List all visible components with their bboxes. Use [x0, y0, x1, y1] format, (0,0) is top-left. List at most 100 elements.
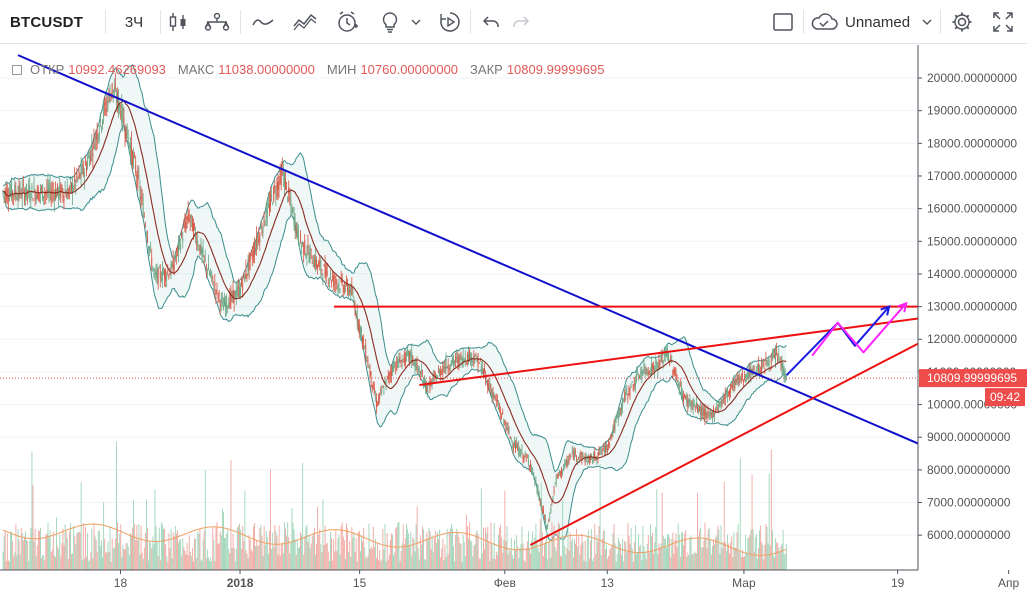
candle-body	[302, 242, 304, 244]
layout-menu-button[interactable]: Unnamed	[810, 0, 936, 44]
candle-body	[617, 412, 619, 421]
candle-body	[436, 375, 438, 378]
volume-bar	[57, 546, 59, 570]
projection-arrow[interactable]	[785, 305, 890, 376]
candle-body	[670, 356, 672, 362]
chevron-down-icon[interactable]	[408, 0, 424, 44]
candle-body	[446, 366, 448, 369]
candle-body	[522, 454, 524, 459]
candle-body	[328, 279, 330, 281]
candle-body	[489, 382, 491, 388]
replay-icon[interactable]	[432, 0, 468, 44]
candle-body	[291, 206, 293, 216]
alert-icon[interactable]	[330, 0, 366, 44]
legend-collapse-icon[interactable]	[12, 64, 22, 75]
candle-body	[60, 186, 62, 199]
volume-bar	[220, 535, 222, 570]
volume-bar	[386, 533, 388, 570]
volume-bar	[718, 529, 720, 570]
interval-button[interactable]: 3Ч	[112, 0, 156, 44]
symbol-search-button[interactable]: BTCUSDT	[10, 0, 90, 44]
volume-bar	[522, 543, 524, 570]
undo-icon[interactable]	[476, 0, 506, 44]
volume-bar	[521, 526, 523, 570]
candle-body	[120, 110, 122, 118]
candle-body	[660, 356, 662, 360]
candle-body	[622, 398, 623, 407]
fullscreen-icon[interactable]	[986, 0, 1020, 44]
time-axis-label: Мар	[732, 576, 756, 590]
volume-bar	[153, 544, 155, 570]
toolbar-divider	[803, 10, 804, 34]
candle-body	[92, 152, 94, 157]
volume-bar	[42, 555, 44, 570]
candle-body	[455, 357, 457, 363]
volume-bar	[144, 533, 146, 570]
volume-bar	[432, 552, 434, 570]
trend-line[interactable]	[529, 308, 984, 546]
line-style-icon[interactable]	[245, 0, 281, 44]
candle-body	[374, 397, 376, 399]
volume-bar	[316, 543, 318, 570]
candle-body	[99, 113, 101, 123]
projection-arrow[interactable]	[811, 302, 907, 357]
candle-body	[181, 232, 183, 238]
volume-bar	[510, 537, 512, 570]
candle-body	[15, 190, 17, 195]
candle-body	[621, 403, 622, 411]
candle-body	[762, 365, 764, 367]
candle-body	[541, 510, 543, 511]
volume-bar	[454, 561, 456, 570]
volume-bar	[138, 524, 140, 570]
candle-body	[677, 381, 679, 388]
volume-bar	[279, 555, 281, 570]
candle-body	[51, 189, 53, 195]
candle-body	[601, 450, 603, 452]
compare-icon[interactable]	[198, 0, 236, 44]
ideas-icon[interactable]	[372, 0, 408, 44]
volume-bar	[525, 547, 527, 570]
volume-bar	[667, 534, 668, 570]
candle-body	[8, 193, 10, 200]
volume-bar	[339, 554, 341, 570]
candle-body	[250, 251, 252, 254]
indicators-icon[interactable]	[287, 0, 323, 44]
downtrend-line[interactable]	[17, 54, 950, 458]
candle-body	[581, 452, 583, 461]
candle-body	[723, 395, 725, 402]
redo-icon[interactable]	[506, 0, 536, 44]
candle-body	[471, 353, 473, 361]
candle-body	[708, 413, 710, 416]
volume-bar	[379, 550, 381, 570]
volume-bar	[362, 541, 364, 570]
chart-area[interactable]: 20000.00000000 19000.00000000 18000.000000…	[0, 45, 1027, 593]
candle-body	[63, 195, 65, 202]
volume-bar	[132, 527, 133, 570]
candle-body	[225, 302, 227, 312]
volume-bar	[133, 499, 135, 570]
candle-body	[724, 394, 726, 400]
candle-body	[304, 239, 306, 254]
volume-bar	[134, 523, 136, 570]
settings-gear-icon[interactable]	[945, 0, 979, 44]
price-chart[interactable]: 20000.0000000019000.0000000018000.000000…	[0, 45, 1027, 593]
candle-body	[333, 275, 335, 286]
volume-bar	[512, 558, 514, 570]
candles-icon[interactable]	[163, 0, 193, 44]
candle-body	[103, 106, 105, 118]
candle-body	[285, 179, 286, 190]
candle-body	[695, 402, 697, 407]
candle-body	[385, 379, 387, 387]
candle-body	[348, 289, 350, 295]
volume-bar	[376, 558, 377, 570]
candle-body	[311, 263, 313, 264]
candle-body	[387, 374, 389, 381]
candle-body	[154, 271, 156, 274]
candle-body	[222, 306, 224, 311]
volume-bar	[125, 543, 127, 570]
volume-bar	[500, 524, 502, 570]
candle-body	[562, 470, 564, 473]
volume-bar	[158, 527, 160, 570]
volume-bar	[74, 536, 76, 570]
fullscreen-layout-icon[interactable]	[766, 0, 800, 44]
